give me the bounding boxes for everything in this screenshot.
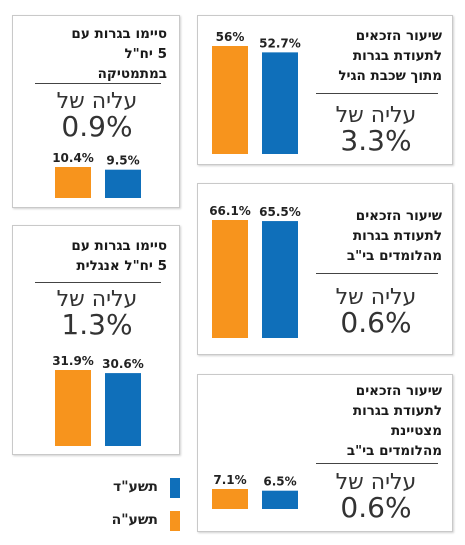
bar-orange <box>212 489 248 509</box>
bar-value-label: 52.7% <box>259 36 301 50</box>
legend-swatch-orange <box>170 511 180 531</box>
chart-title: שיעור הזכאים לתעודת בגרות מתוך שכבת הגיל <box>338 28 442 84</box>
rise-value: 0.9% <box>61 110 133 143</box>
chart-card-math-5-units: סיימו בגרות עם 5 יח"ל במתמטיקה עליה של 0… <box>12 15 180 208</box>
bar-chart: 66.1% 65.5% <box>209 204 301 338</box>
rise-value: 0.6% <box>340 491 412 524</box>
bar-chart: 56% 52.7% <box>212 30 301 154</box>
chart-title: סיימו בגרות עם 5 יח"ל במתמטיקה <box>71 26 167 82</box>
bar-value-label: 7.1% <box>213 473 246 487</box>
chart-title: שיעור הזכאים לתעודת בגרות מצטיינת מהלומד… <box>346 383 442 459</box>
bar-chart: 7.1% 6.5% <box>212 473 298 509</box>
divider <box>316 463 438 464</box>
chart-card-matriculation-age-cohort: שיעור הזכאים לתעודת בגרות מתוך שכבת הגיל… <box>197 15 453 165</box>
bar-value-label: 9.5% <box>106 154 139 168</box>
bar-blue <box>262 490 298 509</box>
chart-card-matriculation-grade12: שיעור הזכאים לתעודת בגרות מהלומדים בי"ב … <box>197 183 453 355</box>
chart-card-excellence-grade12: שיעור הזכאים לתעודת בגרות מצטיינת מהלומד… <box>197 374 453 532</box>
chart-title: סיימו בגרות עם 5 יח"ל אנגלית <box>71 238 167 274</box>
legend-label: תשע"ה <box>111 512 158 528</box>
legend-swatch-blue <box>170 478 180 498</box>
bar-value-label: 10.4% <box>52 151 94 165</box>
bar-value-label: 6.5% <box>263 475 296 489</box>
bar-chart: 10.4% 9.5% <box>52 151 141 198</box>
divider <box>316 273 438 274</box>
divider <box>35 83 161 84</box>
bar-value-label: 66.1% <box>209 204 251 218</box>
legend: תשע"ד תשע"ה <box>40 478 180 531</box>
bar-value-label: 31.9% <box>52 354 94 368</box>
rise-label: עליה של <box>335 285 417 310</box>
bar-orange <box>55 370 91 446</box>
rise-label: עליה של <box>335 103 417 128</box>
bar-orange <box>212 46 248 154</box>
bar-blue <box>262 221 298 338</box>
legend-item-5774: תשע"ד <box>40 478 180 498</box>
rise-label: עליה של <box>56 287 138 312</box>
bar-blue <box>105 169 141 198</box>
rise-value: 1.3% <box>61 308 133 341</box>
rise-value: 3.3% <box>340 124 412 157</box>
bar-blue <box>262 52 298 154</box>
bar-orange <box>55 167 91 198</box>
bar-value-label: 56% <box>216 30 245 44</box>
rise-label: עליה של <box>335 470 417 495</box>
legend-item-5775: תשע"ה <box>40 511 180 531</box>
rise-label: עליה של <box>56 89 138 114</box>
bar-chart: 31.9% 30.6% <box>52 354 144 446</box>
bar-value-label: 30.6% <box>102 357 144 371</box>
bar-value-label: 65.5% <box>259 205 301 219</box>
rise-value: 0.6% <box>340 306 412 339</box>
divider <box>316 93 438 94</box>
chart-title: שיעור הזכאים לתעודת בגרות מהלומדים בי"ב <box>346 208 442 264</box>
bar-orange <box>212 220 248 338</box>
divider <box>35 282 161 283</box>
legend-label: תשע"ד <box>112 479 158 495</box>
chart-card-english-5-units: סיימו בגרות עם 5 יח"ל אנגלית עליה של 1.3… <box>12 225 180 455</box>
bar-blue <box>105 373 141 446</box>
